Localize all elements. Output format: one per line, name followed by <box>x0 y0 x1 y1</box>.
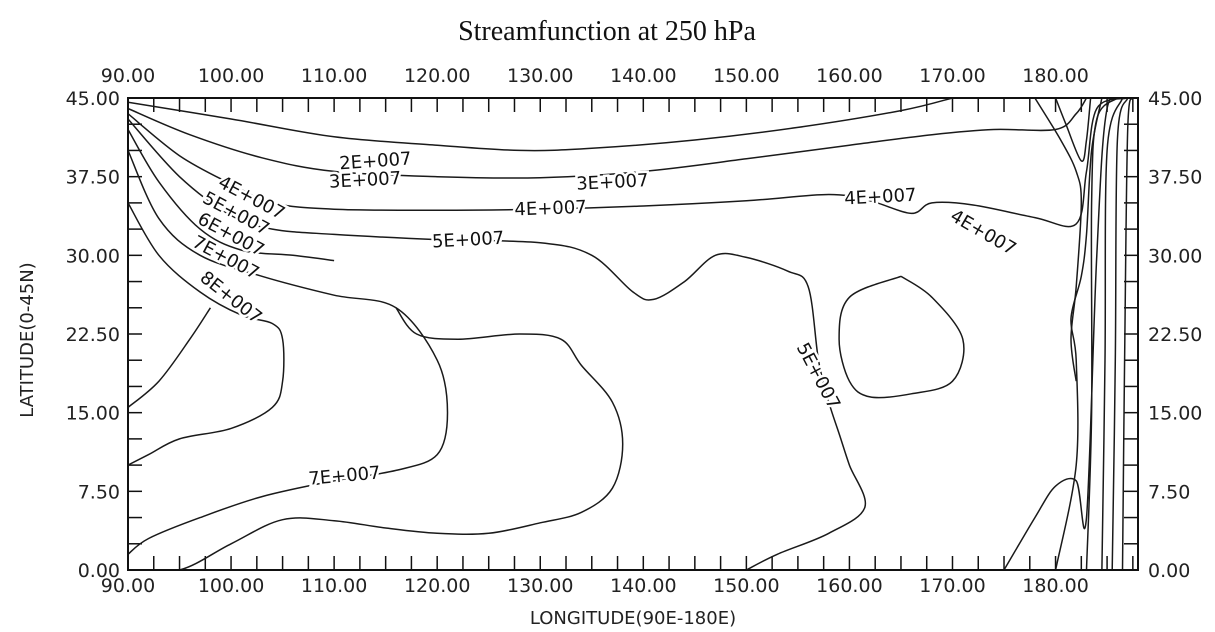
right-tick-labels: 0.00 7.50 15.00 22.50 30.00 37.50 45.00 <box>1148 88 1202 582</box>
bottom-tick-labels: 90.00 100.00 110.00 120.00 130.00 140.00 150.0… <box>101 575 1089 597</box>
bottom-tick-label: 170.00 <box>919 575 985 597</box>
contour-label: 4E+007 <box>844 185 917 210</box>
contour-label: 3E+007 <box>576 170 649 195</box>
contour-label: 5E+007 <box>792 339 844 413</box>
top-tick-label: 170.00 <box>919 65 985 87</box>
top-tick-label: 90.00 <box>101 65 155 87</box>
contour-label: 7E+007 <box>308 462 382 489</box>
right-tick-label: 22.50 <box>1148 324 1202 346</box>
contour-line <box>1034 98 1083 382</box>
contour-line <box>128 98 953 152</box>
right-tick-label: 30.00 <box>1148 245 1202 267</box>
plot-frame <box>127 97 1139 571</box>
top-tick-label: 140.00 <box>610 65 676 87</box>
top-tick-label: 100.00 <box>198 65 264 87</box>
bottom-tick-label: 140.00 <box>610 575 676 597</box>
left-tick-label: 37.50 <box>66 167 120 189</box>
bottom-tick-label: 100.00 <box>198 575 264 597</box>
bottom-tick-label: 120.00 <box>404 575 470 597</box>
contour-label: 3E+007 <box>328 168 401 193</box>
right-tick-label: 37.50 <box>1148 167 1202 189</box>
contour-line <box>1054 98 1092 162</box>
contour-line <box>1054 98 1103 570</box>
contour-line <box>1121 98 1134 570</box>
left-tick-label: 0.00 <box>78 560 120 582</box>
bottom-tick-label: 180.00 <box>1022 575 1088 597</box>
contour-line <box>128 307 212 408</box>
contour-line <box>128 98 1128 228</box>
bottom-tick-label: 150.00 <box>713 575 779 597</box>
contour-line <box>128 129 335 262</box>
top-tick-label: 130.00 <box>507 65 573 87</box>
left-tick-labels: 0.00 7.50 15.00 22.50 30.00 37.50 45.00 <box>66 88 120 582</box>
x-axis-title: LONGITUDE(90E-180E) <box>530 608 736 629</box>
right-tick-label: 45.00 <box>1148 88 1202 110</box>
left-tick-label: 30.00 <box>66 245 120 267</box>
contour-line <box>1003 98 1129 570</box>
contour-line <box>1111 98 1129 570</box>
contour-lines <box>128 98 1134 570</box>
top-tick-label: 150.00 <box>713 65 779 87</box>
contour-line <box>128 307 624 570</box>
contour-label: 5E+007 <box>431 228 504 253</box>
left-tick-label: 7.50 <box>78 481 120 503</box>
contour-line <box>128 202 285 466</box>
tick-marks <box>127 97 1138 571</box>
contour-line <box>838 275 965 399</box>
y-axis-title: LATITUDE(0-45N) <box>17 262 38 417</box>
left-tick-label: 45.00 <box>66 88 120 110</box>
top-tick-label: 160.00 <box>816 65 882 87</box>
top-tick-label: 120.00 <box>404 65 470 87</box>
bottom-tick-label: 90.00 <box>101 575 155 597</box>
right-tick-label: 0.00 <box>1148 560 1190 582</box>
bottom-tick-label: 130.00 <box>507 575 573 597</box>
contour-label: 4E+007 <box>947 206 1020 260</box>
top-tick-labels: 90.00 100.00 110.00 120.00 130.00 140.00 150.0… <box>101 65 1089 87</box>
top-tick-label: 180.00 <box>1022 65 1088 87</box>
contour-line <box>128 118 867 570</box>
contour-label: 4E+007 <box>514 197 587 221</box>
contour-line <box>128 150 449 555</box>
contour-line <box>128 98 1088 179</box>
left-tick-label: 22.50 <box>66 324 120 346</box>
right-tick-label: 15.00 <box>1148 403 1202 425</box>
bottom-tick-label: 160.00 <box>816 575 882 597</box>
top-tick-label: 110.00 <box>301 65 367 87</box>
contour-line <box>1101 98 1124 570</box>
chart-title: Streamfunction at 250 hPa <box>458 16 756 47</box>
bottom-tick-label: 110.00 <box>301 575 367 597</box>
left-tick-label: 15.00 <box>66 403 120 425</box>
right-tick-label: 7.50 <box>1148 481 1190 503</box>
